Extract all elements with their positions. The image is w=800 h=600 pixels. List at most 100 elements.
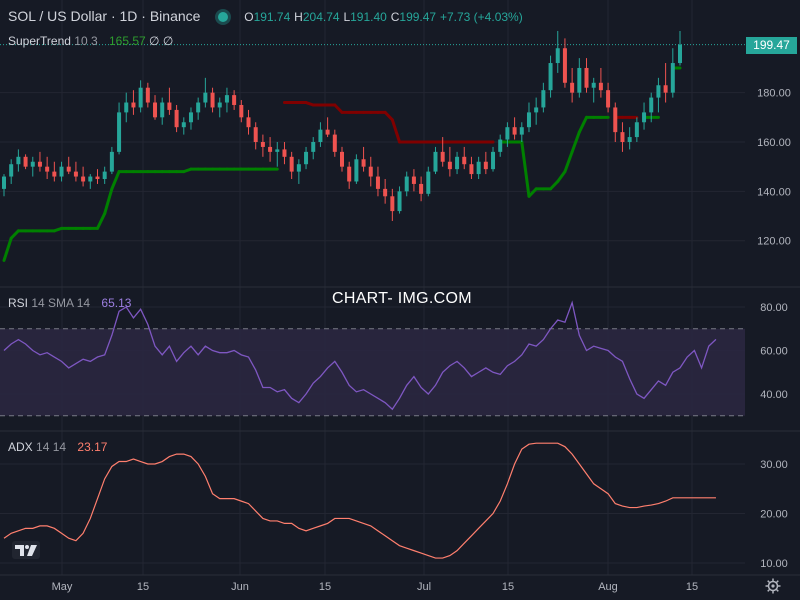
chart-header: SOL / US Dollar · 1D · Binance O191.74 H… xyxy=(8,8,523,24)
candle-body xyxy=(397,191,402,212)
candle-body xyxy=(174,109,179,128)
rsi-band-fill xyxy=(0,328,745,416)
candle-body xyxy=(613,107,618,133)
candle-body xyxy=(2,176,6,189)
supertrend-line-segment xyxy=(9,229,20,240)
x-tick-label: 15 xyxy=(319,581,331,593)
supertrend-extra-1: ∅ xyxy=(149,34,160,48)
candle-body xyxy=(340,151,344,167)
adx-value: 23.17 xyxy=(77,440,108,454)
candle-body xyxy=(577,67,582,93)
candle-body xyxy=(9,164,14,177)
adx-y-tick-label: 30.00 xyxy=(760,459,788,471)
x-tick-label: Jun xyxy=(231,581,249,593)
supertrend-name: SuperTrend xyxy=(8,34,71,48)
candle-body xyxy=(368,166,373,177)
ohlc-low-label: L xyxy=(343,10,351,24)
candle-body xyxy=(181,122,186,128)
candle-body xyxy=(30,161,35,167)
candle-body xyxy=(52,171,57,177)
candle-body xyxy=(138,87,143,108)
candle-body xyxy=(426,171,431,194)
candle-body xyxy=(455,156,460,170)
price-change: +7.73 (+4.03%) xyxy=(439,10,523,24)
candle-body xyxy=(606,90,611,108)
ohlc-low-value: 191.40 xyxy=(350,10,387,24)
supertrend-line-segment xyxy=(103,187,114,216)
adx-params: 14 14 xyxy=(36,440,67,454)
supertrend-line-segment xyxy=(563,150,574,174)
candle-body xyxy=(131,102,136,108)
ohlc-close-label: C xyxy=(390,10,400,24)
candle-body xyxy=(519,127,524,135)
supertrend-line-segment xyxy=(577,115,589,134)
candle-body xyxy=(325,129,330,135)
adx-name: ADX xyxy=(8,440,33,454)
supertrend-line-segment xyxy=(95,212,107,230)
candle-body xyxy=(239,104,244,118)
candle-body xyxy=(505,127,510,140)
rsi-params: 14 SMA 14 xyxy=(31,296,91,310)
candle-body xyxy=(620,132,625,142)
candle-body xyxy=(634,122,639,138)
supertrend-line-segment xyxy=(333,103,344,114)
tradingview-logo-icon[interactable] xyxy=(12,541,40,559)
last-price-label: 199.47 xyxy=(746,37,797,54)
candle-body xyxy=(411,176,416,184)
candle-body xyxy=(102,171,107,180)
candle-body xyxy=(440,151,445,162)
x-tick-label: Jul xyxy=(417,581,431,593)
supertrend-params: 10 3 xyxy=(74,34,98,48)
supertrend-extra-2: ∅ xyxy=(162,34,174,48)
candle-body xyxy=(332,134,337,152)
candle-body xyxy=(167,102,172,110)
candle-body xyxy=(73,171,78,177)
candle-body xyxy=(469,164,474,175)
supertrend-line-segment xyxy=(390,118,402,144)
supertrend-legend[interactable]: SuperTrend 10 3 165.57 ∅ ∅ xyxy=(8,34,173,48)
candle-body xyxy=(390,196,395,212)
supertrend-line-segment xyxy=(549,179,560,191)
candle-body xyxy=(354,159,359,182)
supertrend-line-segment xyxy=(556,170,567,183)
candle-body xyxy=(203,92,208,103)
candle-body xyxy=(548,63,553,91)
supertrend-line-segment xyxy=(520,140,531,198)
rsi-y-tick-label: 60.00 xyxy=(760,346,788,358)
candle-body xyxy=(282,149,287,157)
candle-body xyxy=(361,159,366,167)
candle-body xyxy=(404,176,409,192)
candle-body xyxy=(534,107,539,113)
candle-body xyxy=(678,44,682,64)
candle-body xyxy=(483,161,488,170)
candle-body xyxy=(124,102,129,113)
candle-body xyxy=(433,151,438,172)
candle-body xyxy=(160,102,165,118)
candle-body xyxy=(260,142,265,147)
supertrend-value: 165.57 xyxy=(108,34,146,48)
candle-body xyxy=(210,92,215,108)
candle-body xyxy=(217,102,222,108)
candle-body xyxy=(663,85,668,93)
rsi-legend[interactable]: RSI 14 SMA 14 65.13 xyxy=(8,296,131,310)
candle-body xyxy=(109,151,114,172)
candle-body xyxy=(318,129,323,142)
candle-body xyxy=(555,48,560,64)
rsi-line xyxy=(3,300,717,411)
candle-body xyxy=(59,166,64,177)
candle-body xyxy=(642,112,647,123)
market-open-icon xyxy=(218,12,229,23)
gear-icon[interactable] xyxy=(765,578,781,594)
x-tick-label: 15 xyxy=(502,581,514,593)
symbol-title[interactable]: SOL / US Dollar · 1D · Binance xyxy=(8,8,201,24)
candle-body xyxy=(419,183,424,194)
price-y-tick-label: 180.00 xyxy=(757,88,791,100)
candle-body xyxy=(476,161,481,175)
candle-body xyxy=(37,161,42,167)
candle-body xyxy=(562,48,567,83)
candle-body xyxy=(246,117,251,128)
candle-body xyxy=(16,156,21,165)
adx-legend[interactable]: ADX 14 14 23.17 xyxy=(8,440,107,454)
ohlc-open-label: O xyxy=(244,10,254,24)
